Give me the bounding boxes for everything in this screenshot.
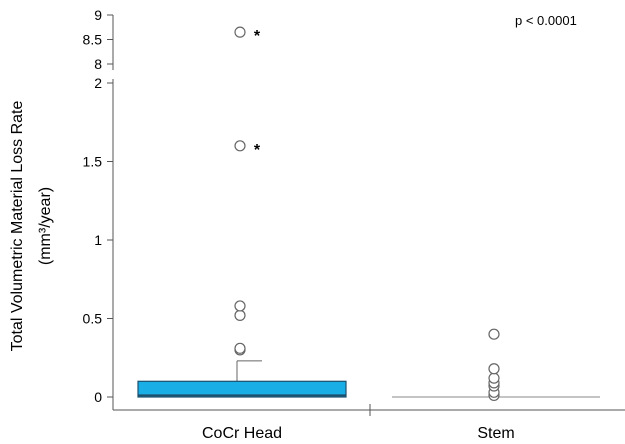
y-ticks: 8 8.5 9 0 0.5 1 1.5 2 — [83, 7, 113, 405]
cocr-head-outlier-point — [234, 300, 246, 312]
y-lower-tick-label: 1 — [94, 232, 102, 248]
axes — [112, 15, 625, 416]
y-lower-tick-label: 2 — [94, 75, 102, 91]
category-label-stem: Stem — [477, 425, 514, 442]
y-lower-tick-label: 0 — [94, 389, 102, 405]
y-lower-tick-label: 1.5 — [83, 154, 103, 170]
cocr-head-outlier-point — [234, 140, 246, 152]
stem-outlier-point — [488, 372, 500, 384]
stem-outlier-point — [488, 328, 500, 340]
cocr-head-outlier-point — [234, 309, 246, 321]
cocr-head-significance-star: * — [254, 142, 261, 159]
y-upper-tick-label: 8.5 — [83, 32, 103, 48]
p-value-annotation: p < 0.0001 — [515, 13, 577, 28]
y-upper-tick-label: 8 — [94, 56, 102, 72]
cocr-head-box — [137, 380, 347, 398]
y-upper-tick-label: 9 — [94, 7, 102, 23]
y-lower-tick-label: 0.5 — [83, 311, 103, 327]
y-axis-label: Total Volumetric Material Loss Rate — [9, 101, 26, 352]
boxes — [137, 360, 600, 398]
cocr-head-outlier-point — [234, 26, 246, 38]
cocr-head-significance-star: * — [254, 28, 261, 45]
category-label-cocr-head: CoCr Head — [202, 425, 282, 442]
y-axis-unit-label: (mm³/year) — [37, 187, 54, 265]
cocr-head-outlier-point — [234, 342, 246, 354]
outliers: ** — [234, 26, 500, 402]
stem-outlier-point — [488, 363, 500, 375]
